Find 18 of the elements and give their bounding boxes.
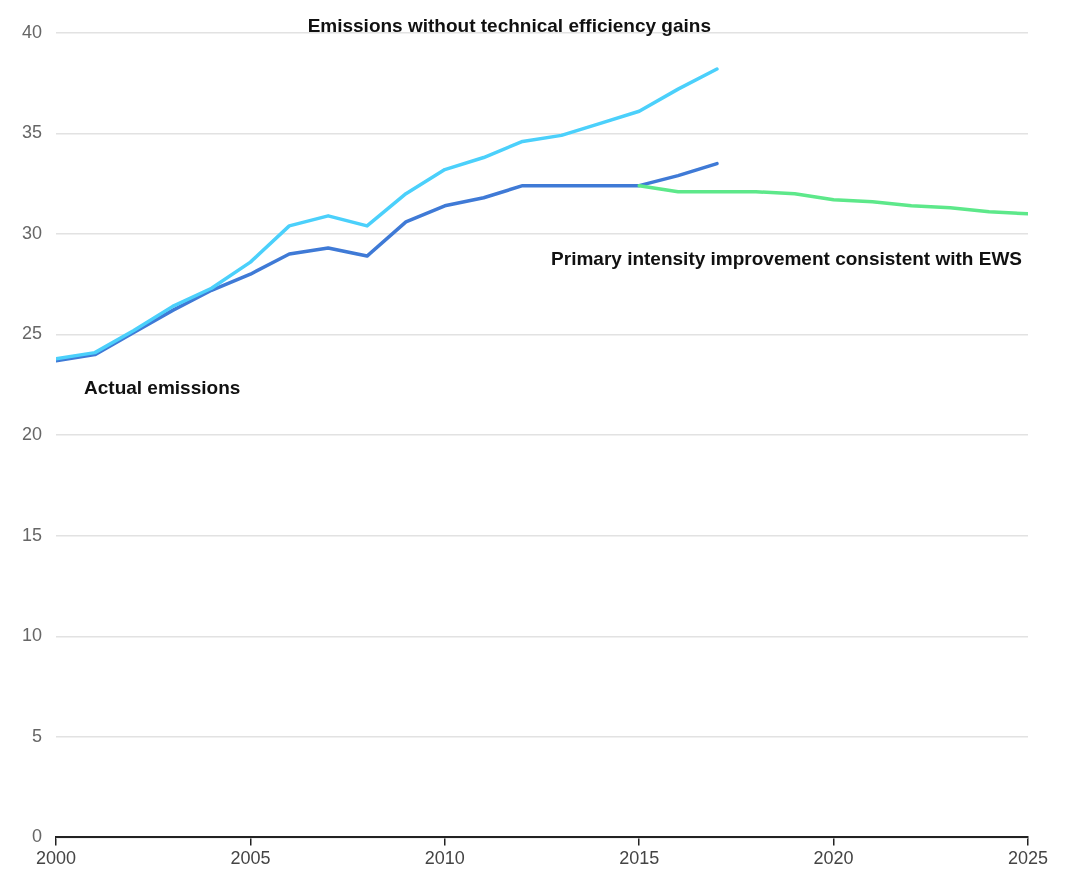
y-tick-label: 10	[21, 625, 43, 646]
x-tick-label: 2020	[813, 848, 854, 869]
x-tick-label: 2005	[230, 848, 271, 869]
y-tick-label: 5	[32, 725, 43, 746]
y-tick-label: 15	[21, 524, 43, 545]
y-tick-label: 40	[21, 21, 43, 42]
y-tick-label: 0	[32, 826, 43, 847]
series-label: Actual emissions	[84, 376, 241, 398]
x-tick-label: 2010	[424, 848, 465, 869]
x-tick-label: 2025	[1007, 848, 1049, 869]
y-tick-label: 30	[21, 222, 43, 243]
y-tick-label: 35	[21, 122, 43, 143]
y-tick-label: 25	[21, 323, 43, 344]
x-tick-label: 2000	[36, 848, 77, 869]
y-tick-label: 20	[21, 424, 43, 445]
x-tick-label: 2015	[619, 848, 660, 869]
series-label: Emissions without technical efficiency gains	[307, 15, 711, 37]
series-label: Primary intensity improvement consistent with EWS	[551, 248, 1022, 270]
